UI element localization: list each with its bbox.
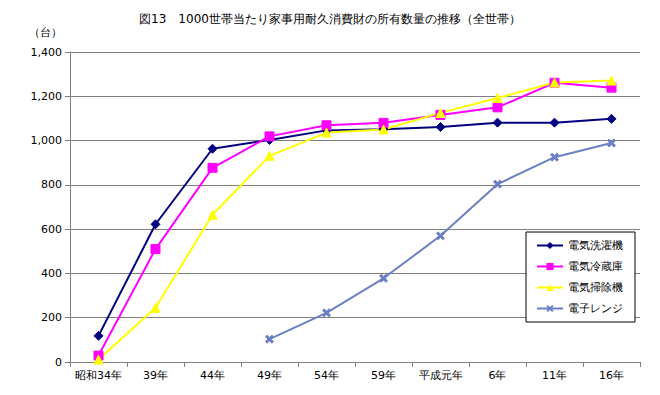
svg-text:6年: 6年 (489, 369, 507, 382)
svg-text:電気冷蔵庫: 電気冷蔵庫 (568, 260, 623, 273)
svg-text:1,400: 1,400 (31, 46, 63, 59)
svg-text:電気掃除機: 電気掃除機 (568, 281, 623, 294)
svg-text:600: 600 (41, 223, 62, 236)
svg-text:電子レンジ: 電子レンジ (568, 302, 623, 315)
svg-text:54年: 54年 (314, 369, 339, 382)
svg-text:平成元年: 平成元年 (419, 369, 463, 382)
svg-text:16年: 16年 (599, 369, 624, 382)
svg-text:800: 800 (41, 178, 62, 191)
svg-text:400: 400 (41, 267, 62, 280)
svg-text:11年: 11年 (542, 369, 567, 382)
svg-text:39年: 39年 (143, 369, 168, 382)
svg-text:図13 1000世帯当たり家事用耐久消費財の所有数量の推移（: 図13 1000世帯当たり家事用耐久消費財の所有数量の推移（全世帯） (139, 12, 521, 26)
svg-text:59年: 59年 (371, 369, 396, 382)
svg-text:昭和34年: 昭和34年 (75, 369, 122, 382)
svg-text:49年: 49年 (257, 369, 282, 382)
svg-text:1,000: 1,000 (31, 134, 63, 147)
svg-text:電気洗濯機: 電気洗濯機 (568, 239, 623, 252)
svg-text:1,200: 1,200 (31, 90, 63, 103)
svg-text:200: 200 (41, 311, 62, 324)
svg-text:（台）: （台） (29, 26, 62, 39)
svg-text:0: 0 (55, 356, 62, 369)
svg-text:44年: 44年 (200, 369, 225, 382)
